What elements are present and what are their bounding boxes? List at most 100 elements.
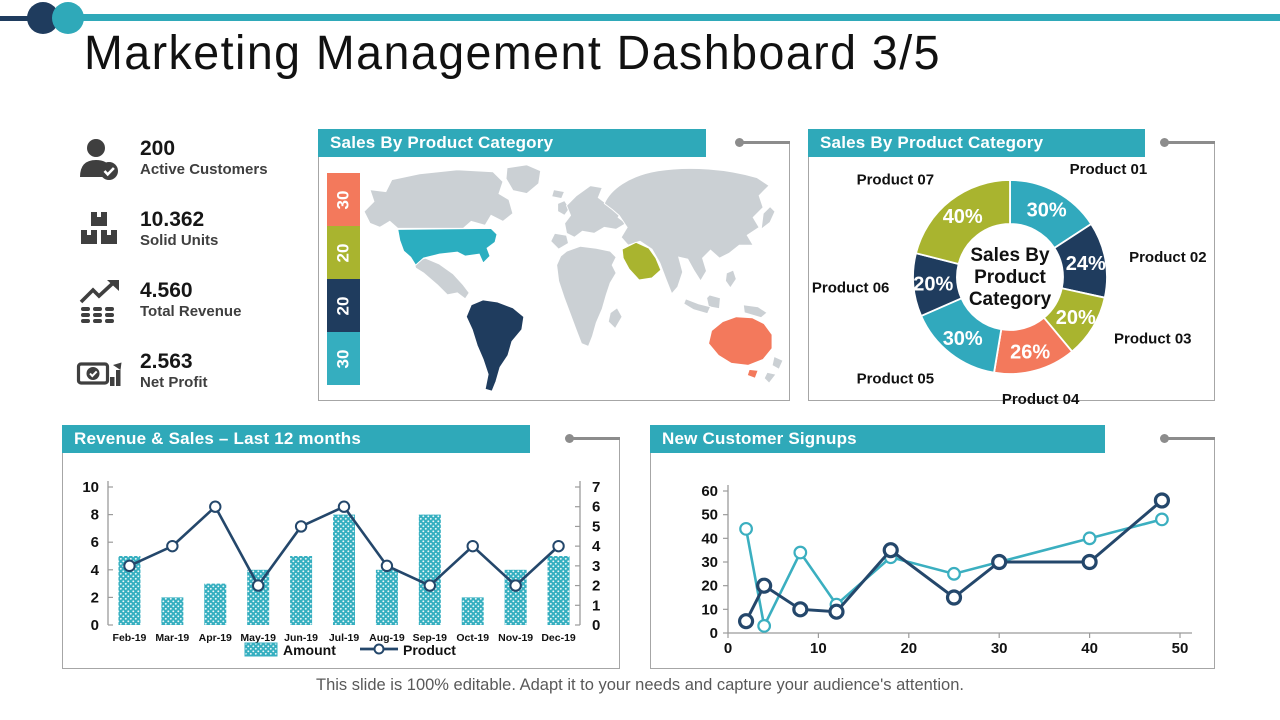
region-greenland — [505, 164, 542, 195]
right-axis-tick: 3 — [592, 558, 600, 575]
region-tasmania — [746, 368, 759, 379]
kpi-active-customers: 200 Active Customers — [76, 132, 316, 184]
map-legend-value: 30 — [333, 349, 353, 368]
signups-marker — [945, 589, 963, 606]
bar-Dec-19 — [547, 556, 570, 625]
signups-marker — [1155, 512, 1169, 527]
right-axis-tick: 0 — [592, 617, 600, 634]
bar-Aug-19 — [375, 569, 398, 625]
line-marker — [380, 559, 394, 573]
header-line-navy — [0, 16, 34, 21]
left-axis-tick: 10 — [82, 479, 99, 496]
donut-percent-label: 26% — [1010, 341, 1050, 363]
signups-marker — [757, 618, 772, 633]
kpi-text: 200 Active Customers — [140, 137, 268, 178]
bar-Mar-19 — [161, 597, 184, 625]
connector-dot — [1160, 433, 1169, 443]
line-marker — [509, 579, 522, 592]
region-japan — [760, 205, 776, 231]
map-legend-item: 20 — [327, 279, 360, 332]
legend-swatch-amount — [244, 642, 278, 657]
left-axis-tick: 2 — [91, 589, 99, 606]
signups-marker — [882, 542, 899, 559]
signups-marker — [792, 601, 809, 618]
header-circle-teal — [52, 2, 84, 34]
donut-segment-label: Product 07 — [857, 172, 935, 189]
boxes-icon — [81, 212, 117, 244]
connector-dot — [735, 137, 744, 147]
signups-marker — [793, 545, 808, 560]
map-legend-item: 30 — [327, 173, 360, 226]
panel-title: Revenue & Sales – Last 12 months — [62, 425, 530, 453]
kpi-solid-units: 10.362 Solid Units — [76, 203, 316, 255]
revenue-panel: Revenue & Sales – Last 12 months 10 8 6 4 2 0… — [62, 425, 620, 669]
panel-title-text: Sales By Product Category — [820, 133, 1044, 152]
y-axis-tick: 20 — [701, 578, 718, 595]
connector-dot — [565, 433, 574, 443]
bar-May-19 — [247, 569, 270, 625]
donut-segment-label: Product 06 — [812, 280, 890, 297]
header-line-teal — [62, 14, 1280, 21]
region-asia — [603, 167, 770, 295]
kpi-net-profit: 2.563 Net Profit — [76, 345, 316, 397]
kpi-value: 10.362 — [140, 208, 205, 232]
donut-percent-label: 30% — [943, 328, 983, 350]
bar-Jun-19 — [290, 556, 313, 625]
line-marker — [166, 539, 179, 553]
right-axis-tick: 6 — [592, 499, 600, 516]
bar-Sep-19 — [418, 514, 441, 625]
line-marker — [337, 500, 351, 513]
legend-label-product: Product — [403, 642, 456, 658]
donut-segment — [914, 179, 1011, 266]
donut-chart: 30% Product 01 24% Product 02 20% Product 03 2… — [812, 161, 1207, 408]
region-madagascar — [607, 307, 623, 330]
map-legend-item: 20 — [327, 226, 360, 279]
donut-percent-label: 20% — [913, 273, 953, 295]
region-australia — [707, 316, 773, 366]
line-marker — [123, 559, 136, 573]
category-label: Aug-19 — [369, 632, 405, 644]
region-iberia — [550, 232, 570, 250]
region-africa — [556, 245, 617, 348]
category-label: Jul-19 — [329, 632, 360, 644]
customer-check-icon — [80, 139, 118, 180]
donut-segment-label: Product 02 — [1129, 249, 1207, 266]
map-legend-value: 20 — [333, 296, 353, 315]
category-label: Dec-19 — [541, 632, 576, 644]
signups-marker — [756, 577, 773, 594]
donut-percent-label: 40% — [943, 206, 983, 228]
x-axis-tick: 0 — [724, 640, 732, 657]
category-label: Oct-19 — [456, 632, 489, 644]
right-axis-tick: 1 — [592, 597, 600, 614]
right-axis-tick: 7 — [592, 479, 600, 496]
region-new-guinea — [742, 304, 768, 319]
connector-line — [572, 437, 620, 440]
line-marker — [466, 539, 479, 553]
left-axis-tick: 6 — [91, 534, 99, 551]
kpi-text: 4.560 Total Revenue — [140, 279, 241, 320]
kpi-value: 2.563 — [140, 350, 193, 374]
signups-marker — [739, 521, 753, 536]
donut-segment-label: Product 05 — [857, 370, 935, 387]
line-marker — [251, 579, 265, 592]
y-axis-tick: 10 — [701, 601, 718, 618]
panel-title-text: New Customer Signups — [662, 429, 857, 448]
donut-segment-label: Product 04 — [1002, 391, 1080, 408]
kpi-label: Active Customers — [140, 161, 268, 179]
connector-line — [1167, 141, 1215, 144]
category-label: Nov-19 — [498, 632, 533, 644]
region-indonesia — [683, 298, 712, 315]
x-axis-tick: 20 — [900, 640, 917, 657]
region-new-zealand — [763, 355, 784, 384]
right-axis-tick: 4 — [592, 538, 601, 555]
donut-segment-label: Product 03 — [1114, 331, 1192, 348]
money-check-icon — [76, 362, 122, 386]
x-axis-tick: 30 — [991, 640, 1008, 657]
bar-Apr-19 — [204, 583, 227, 625]
y-axis-tick: 40 — [701, 530, 718, 547]
slide-footer: This slide is 100% editable. Adapt it to… — [316, 676, 964, 694]
left-axis-tick: 8 — [91, 507, 99, 524]
region-south-america — [465, 299, 525, 392]
signups-marker — [1081, 553, 1098, 571]
legend-marker-product — [373, 643, 385, 655]
